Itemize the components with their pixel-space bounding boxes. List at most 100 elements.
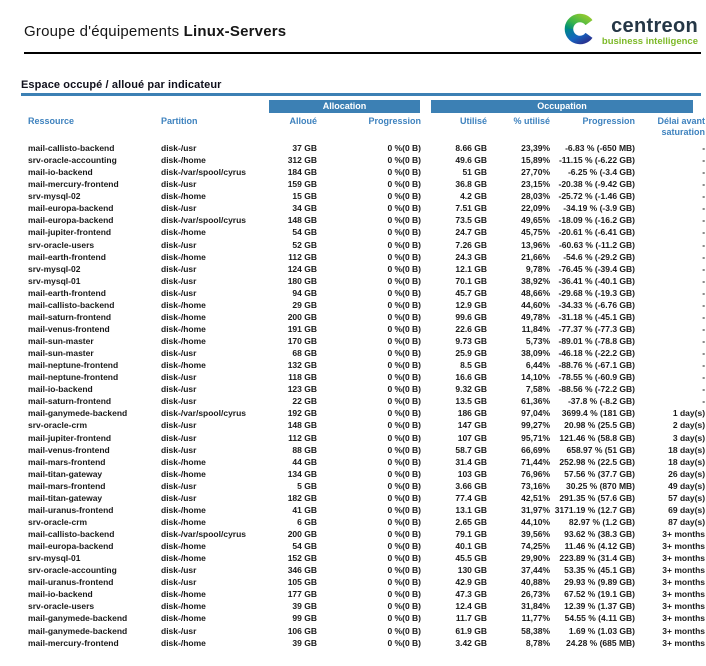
cell-pct-utilise: 40,88% [521,577,551,588]
table-row: srv-mysql-02 disk-/usr 124 GB 0 %(0 B) 1… [21,263,705,275]
cell-utilise: 8.5 GB [460,360,488,371]
cell-alloue: 15 GB [292,191,317,202]
cell-utilise: 7.26 GB [455,239,488,250]
group-header-allocation-cell: Allocation [261,100,421,114]
cell-progression-occupation: 121.46 % (58.8 GB) [559,432,636,443]
cell-progression-occupation: -34.33 % (-6.76 GB) [558,299,636,310]
table-row: mail-venus-frontend disk-/usr 88 GB 0 %(… [21,444,705,456]
cell-delai-saturation: 26 day(s) [668,468,706,479]
table-row: mail-saturn-frontend disk-/usr 22 GB 0 %… [21,395,705,407]
cell-alloue: 105 GB [287,577,317,588]
cell-alloue: 41 GB [292,504,317,515]
centreon-logo: centreon business intelligence [563,12,700,51]
cell-pct-utilise: 58,38% [521,625,551,636]
cell-delai-saturation: 49 day(s) [668,480,706,491]
cell-delai-saturation: - [702,336,706,346]
table-row: srv-oracle-crm disk-/home 6 GB 0 %(0 B) … [21,516,705,528]
cell-utilise: 3.66 GB [455,480,488,491]
cell-pct-utilise: 42,51% [521,492,551,503]
cell-ressource: mail-titan-gateway [28,492,103,503]
cell-progression-allocation: 0 %(0 B) [387,384,422,395]
cell-progression-allocation: 0 %(0 B) [387,287,422,298]
cell-progression-allocation: 0 %(0 B) [387,601,422,612]
cell-partition: disk-/home [161,191,206,202]
cell-ressource: srv-oracle-crm [28,420,88,431]
cell-utilise: 9.32 GB [455,384,488,395]
cell-alloue: 312 GB [287,155,317,166]
cell-alloue: 6 GB [297,516,317,527]
cell-progression-allocation: 0 %(0 B) [387,311,422,322]
cell-ressource: mail-callisto-backend [28,529,115,539]
cell-progression-allocation: 0 %(0 B) [387,275,422,286]
cell-progression-occupation: 291.35 % (57.6 GB) [559,492,636,503]
cell-partition: disk-/usr [161,480,197,491]
cell-ressource: mail-ganymede-backend [28,408,128,419]
cell-alloue: 39 GB [292,601,317,612]
cell-delai-saturation: - [702,311,706,322]
cell-delai-saturation: 3+ months [662,529,706,539]
cell-progression-occupation: 223.89 % (31.4 GB) [559,553,636,564]
logo-name: centreon [611,14,698,37]
table-row: mail-callisto-backend disk-/usr 37 GB 0 … [21,142,705,154]
cell-delai-saturation: - [702,203,706,214]
cell-alloue: 106 GB [287,625,317,636]
cell-pct-utilise: 31,97% [521,504,551,515]
cell-pct-utilise: 49,78% [521,311,551,322]
cell-ressource: srv-mysql-01 [28,275,81,286]
cell-delai-saturation: - [702,227,706,238]
cell-alloue: 184 GB [287,167,317,178]
column-header-delai-saturation: Délai avant saturation [657,116,706,137]
group-header-occupation-cell: Occupation [421,100,705,114]
cell-pct-utilise: 23,15% [521,179,551,190]
cell-progression-allocation: 0 %(0 B) [387,408,422,419]
cell-progression-allocation: 0 %(0 B) [387,516,422,527]
cell-alloue: 148 GB [287,420,317,431]
cell-utilise: 12.1 GB [455,263,488,274]
cell-pct-utilise: 11,77% [521,613,551,624]
cell-delai-saturation: - [702,263,706,274]
cell-alloue: 182 GB [287,492,317,503]
table-row: mail-ganymede-backend disk-/home 99 GB 0… [21,612,705,624]
cell-partition: disk-/home [161,227,206,238]
cell-ressource: srv-oracle-users [28,601,95,612]
cell-progression-allocation: 0 %(0 B) [387,360,422,371]
cell-progression-allocation: 0 %(0 B) [387,553,422,564]
cell-utilise: 58.7 GB [455,444,488,455]
group-header-row: Allocation Occupation [21,100,705,114]
cell-ressource: mail-uranus-frontend [28,504,114,515]
cell-delai-saturation: - [702,167,706,178]
cell-partition: disk-/home [161,601,206,612]
cell-alloue: 68 GB [292,348,317,359]
cell-progression-occupation: -6.83 % (-650 MB) [565,143,636,153]
cell-progression-occupation: -31.18 % (-45.1 GB) [558,311,636,322]
cell-utilise: 31.4 GB [455,456,488,467]
cell-alloue: 39 GB [292,637,317,648]
cell-partition: disk-/usr [161,565,197,576]
cell-progression-allocation: 0 %(0 B) [387,227,422,238]
cell-ressource: mail-earth-frontend [28,287,106,298]
cell-progression-allocation: 0 %(0 B) [387,420,422,431]
cell-alloue: 124 GB [287,263,317,274]
cell-partition: disk-/home [161,323,206,334]
cell-ressource: mail-jupiter-frontend [28,227,112,238]
cell-ressource: mail-mars-frontend [28,480,106,491]
cell-partition: disk-/usr [161,143,197,153]
cell-ressource: mail-ganymede-backend [28,613,128,624]
cell-delai-saturation: - [702,275,706,286]
cell-ressource: mail-io-backend [28,384,93,395]
cell-progression-allocation: 0 %(0 B) [387,504,422,515]
column-header-row: Ressource Partition Alloué Progression U… [21,114,705,142]
cell-pct-utilise: 13,96% [521,239,551,250]
cell-progression-occupation: 93.62 % (38.3 GB) [564,529,636,539]
cell-ressource: mail-saturn-frontend [28,396,112,407]
cell-delai-saturation: - [702,348,706,359]
cell-utilise: 13.1 GB [455,504,488,515]
cell-progression-allocation: 0 %(0 B) [387,480,422,491]
cell-delai-saturation: - [702,155,706,166]
cell-alloue: 112 GB [288,432,317,443]
cell-utilise: 147 GB [457,420,488,431]
cell-alloue: 200 GB [287,311,317,322]
table-row: srv-oracle-crm disk-/usr 148 GB 0 %(0 B)… [21,419,705,431]
table-row: srv-mysql-01 disk-/usr 180 GB 0 %(0 B) 7… [21,275,705,287]
